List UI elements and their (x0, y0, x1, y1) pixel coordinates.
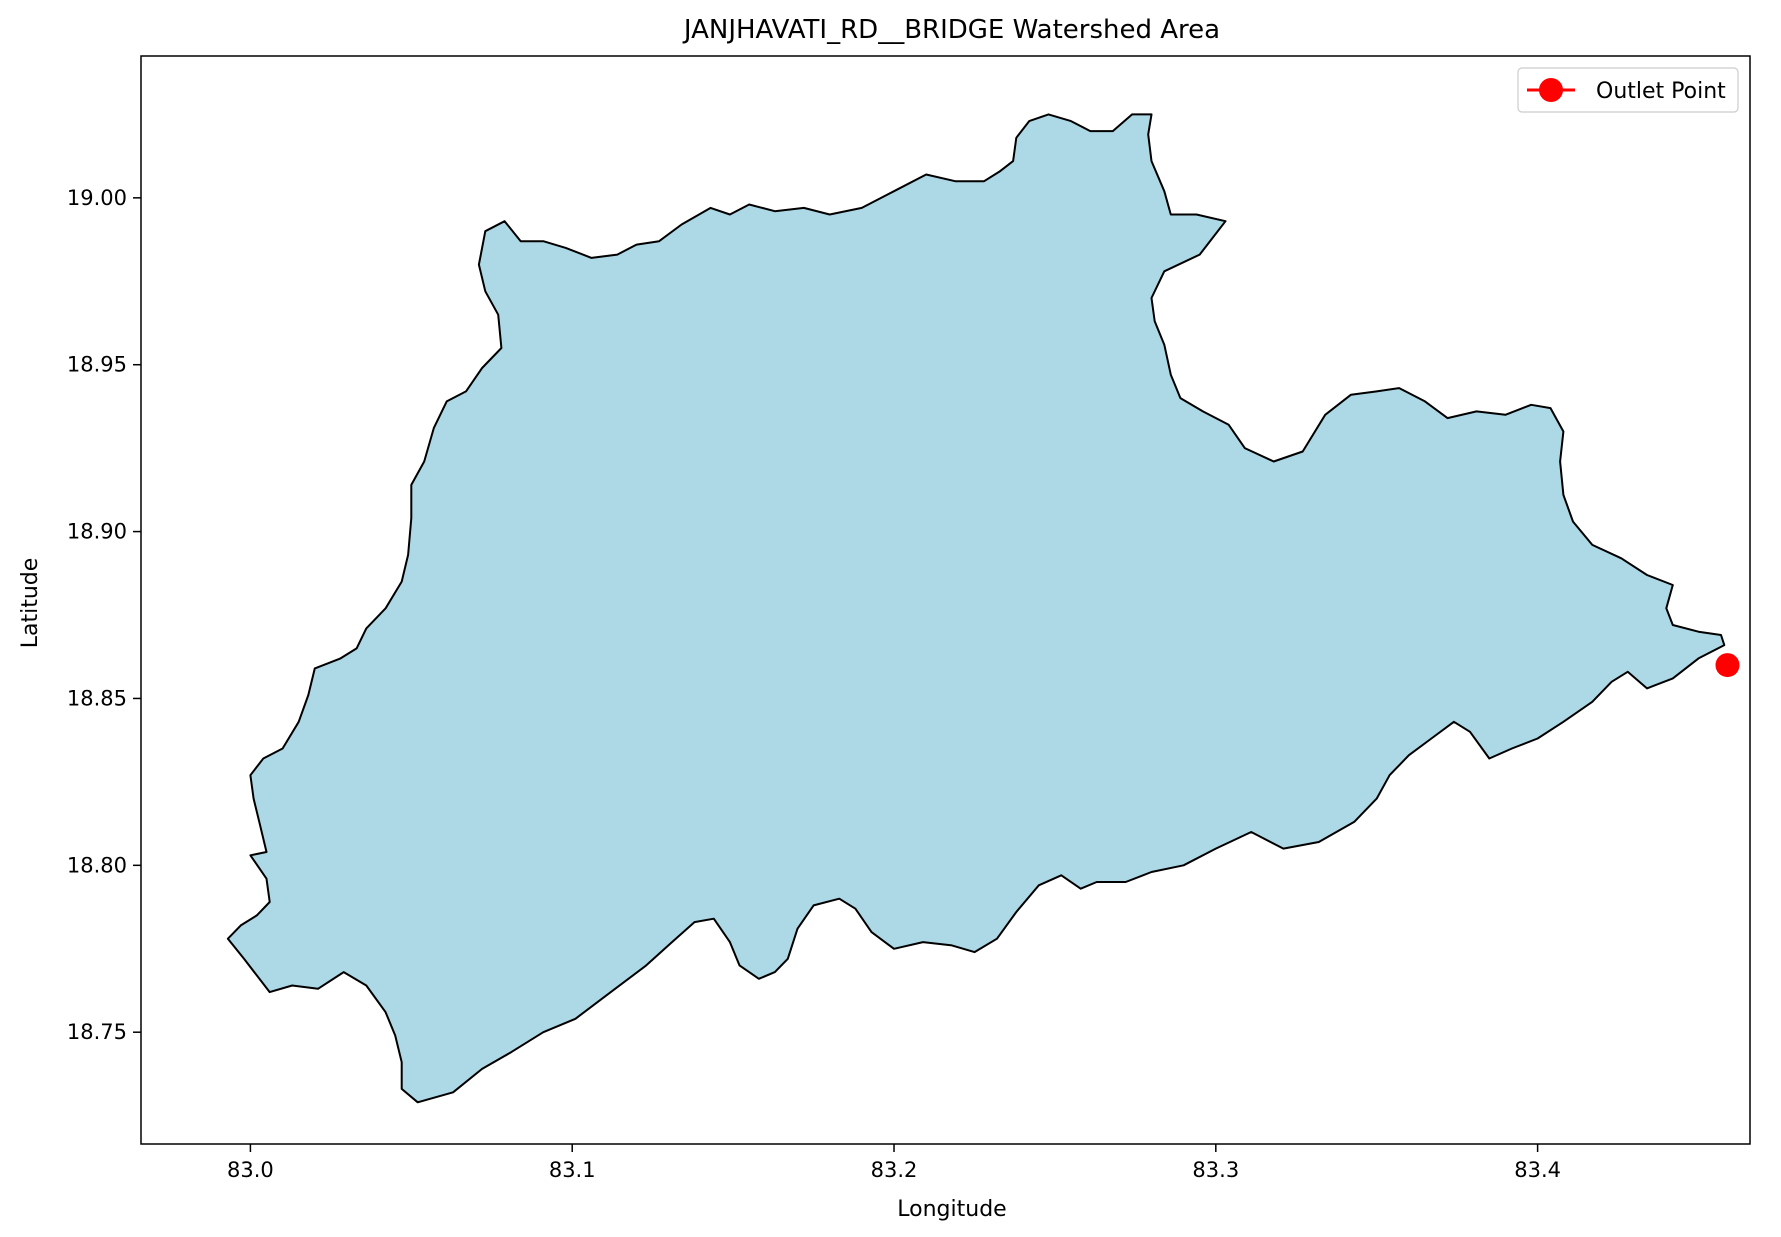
outlet-point-marker (1715, 653, 1740, 678)
x-axis-label: Longitude (897, 1197, 1006, 1222)
watershed-polygon (226, 113, 1726, 1104)
x-tick-label: 83.3 (1192, 1158, 1239, 1182)
y-tick-label: 18.75 (67, 1020, 127, 1044)
y-axis-ticks: 18.75 18.80 18.85 18.90 18.95 19.00 (67, 186, 141, 1044)
legend-box (1517, 67, 1739, 113)
watershed-layer (226, 113, 1726, 1104)
y-axis-label: Latitude (18, 558, 43, 649)
chart-title: JANJHAVATI_RD__BRIDGE Watershed Area (682, 15, 1220, 45)
legend: Outlet Point (1517, 67, 1739, 113)
plot-frame (140, 55, 1751, 1145)
y-tick-label: 18.95 (67, 353, 127, 377)
legend-outlet-label: Outlet Point (1596, 79, 1726, 104)
x-tick-label: 83.1 (549, 1158, 596, 1182)
y-tick-label: 18.80 (67, 853, 127, 877)
outlet-layer (1715, 653, 1740, 678)
x-tick-label: 83.4 (1514, 1158, 1561, 1182)
y-tick-label: 18.90 (67, 520, 127, 544)
y-tick-label: 18.85 (67, 686, 127, 710)
x-axis-ticks: 83.0 83.1 83.2 83.3 83.4 (227, 1144, 1561, 1182)
x-tick-label: 83.0 (227, 1158, 274, 1182)
y-tick-label: 19.00 (67, 186, 127, 210)
legend-outlet-marker (1539, 78, 1563, 102)
x-tick-label: 83.2 (871, 1158, 918, 1182)
